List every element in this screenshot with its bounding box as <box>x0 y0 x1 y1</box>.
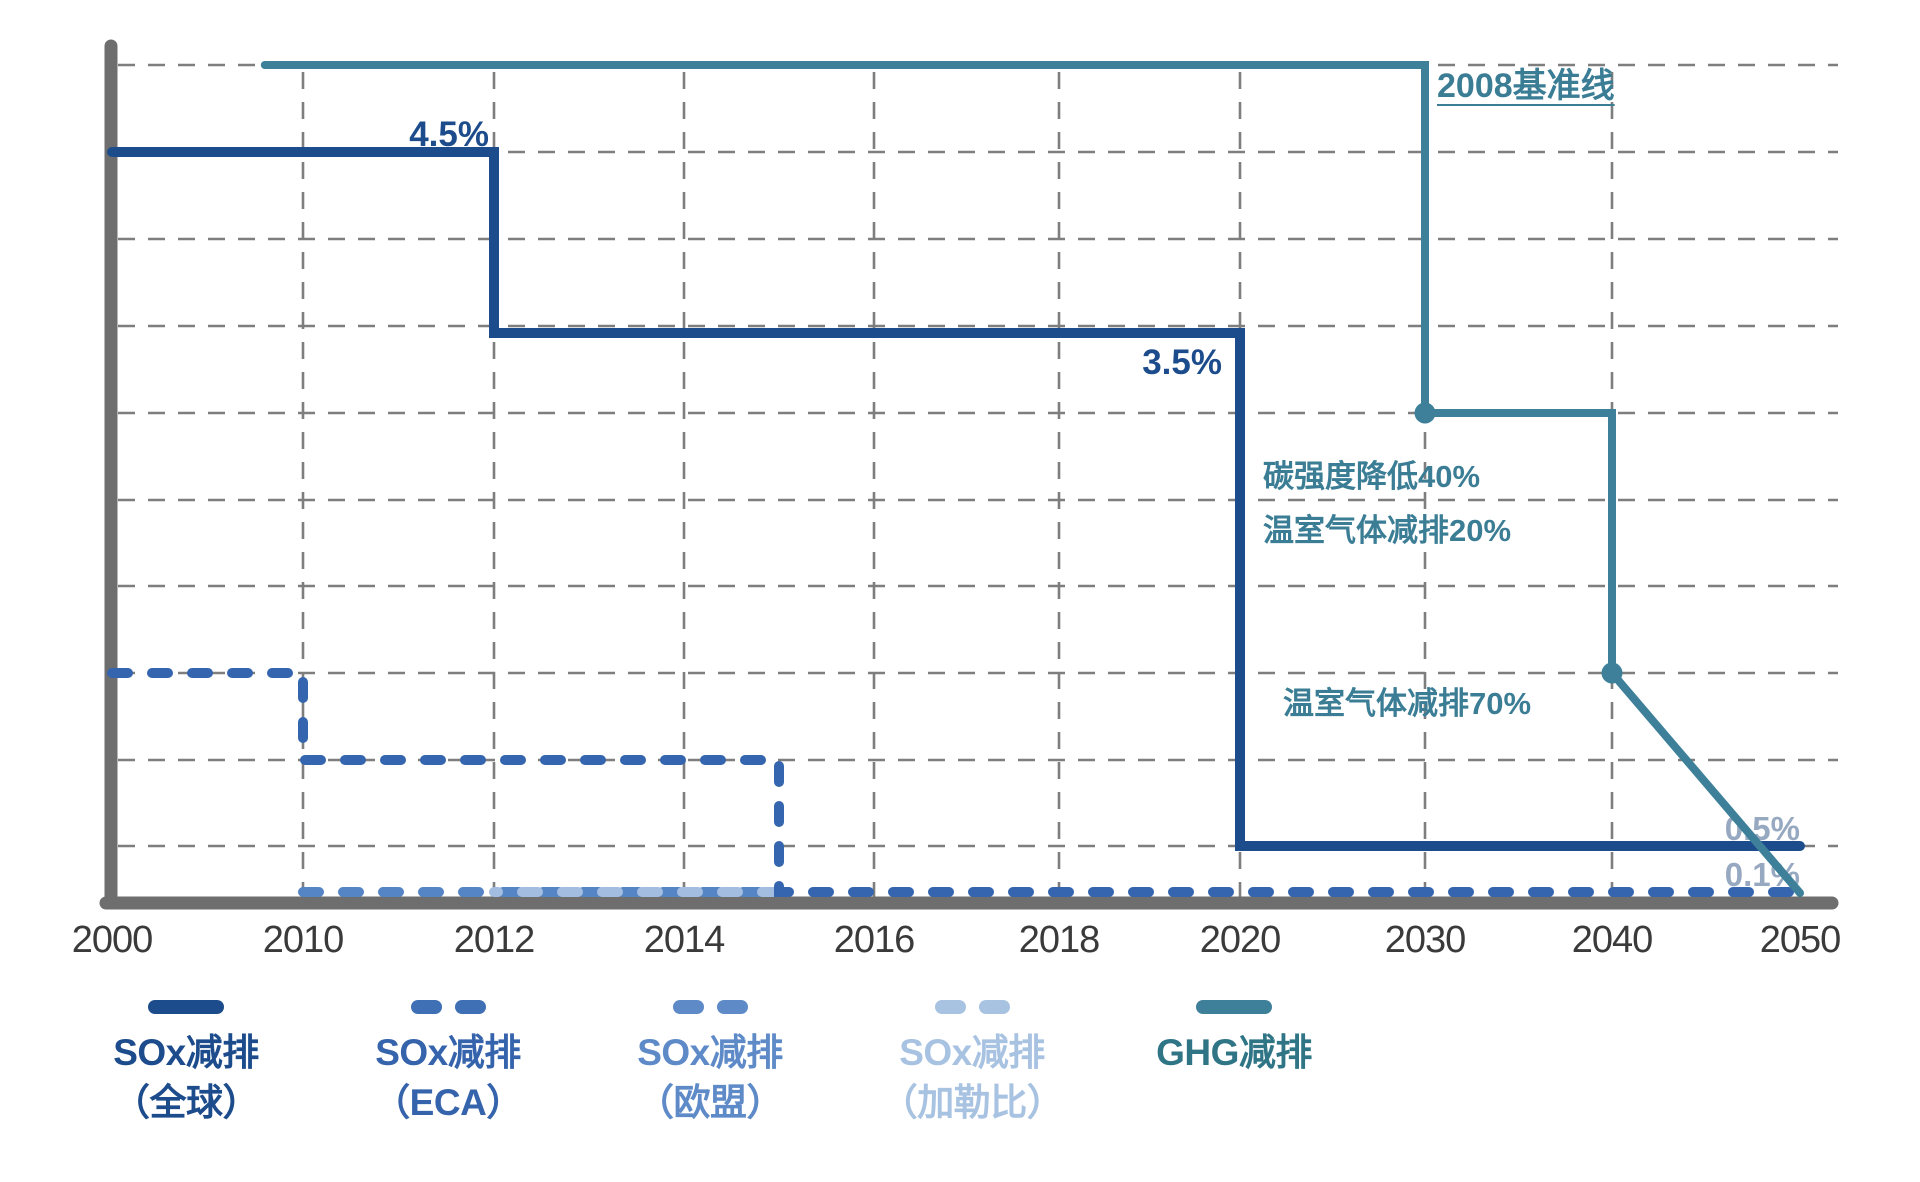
legend-line-sample <box>148 1000 224 1014</box>
legend-label: SOx减排 （ECA） <box>373 1028 523 1128</box>
series-markers <box>1414 402 1623 684</box>
legend-line-sample <box>1196 1000 1272 1014</box>
legend-swatch-solid-line-icon <box>1196 1000 1272 1014</box>
emissions-step-chart: 4.5%3.5%2008基准线碳强度降低40%温室气体减排20%温室气体减排70… <box>72 39 1842 961</box>
x-tick-label: 2012 <box>454 919 535 961</box>
annotation-label-ghg-20: 温室气体减排20% <box>1263 513 1511 548</box>
legend-swatch-dashed-line-icon <box>672 1000 748 1014</box>
marker-dot-ghg <box>1601 662 1623 684</box>
legend-swatch-solid-line-icon <box>148 1000 224 1014</box>
annotation-label-2008-baseline: 2008基准线 <box>1437 67 1615 105</box>
legend-label: SOx减排 （全球） <box>113 1028 260 1128</box>
x-tick-label: 2016 <box>834 919 915 961</box>
axes <box>99 39 1839 910</box>
legend-dash-sample <box>934 1000 966 1014</box>
legend-label-line2: （加勒比） <box>880 1081 1064 1123</box>
x-tick-label: 2000 <box>72 919 153 961</box>
x-tick-label: 2018 <box>1019 919 1100 961</box>
marker-dot-ghg <box>1414 402 1436 424</box>
legend-item-sox-caribbean: SOx减排 （加勒比） <box>866 1000 1078 1128</box>
x-axis-tick-labels: 2000 2010 2012 2014 2016 2018 2020 2030 2040 2050 <box>72 919 1842 961</box>
x-tick-label: 2020 <box>1200 919 1281 961</box>
annotation-label-carbon-intensity-40: 碳强度降低40% <box>1263 459 1480 494</box>
annotation-label-3-5: 3.5% <box>1142 343 1222 382</box>
legend-item-sox-eca: SOx减排 （ECA） <box>342 1000 554 1128</box>
legend-label-line2: （欧盟） <box>637 1081 784 1123</box>
legend-dash-sample <box>978 1000 1010 1014</box>
chart-annotations: 4.5%3.5%2008基准线碳强度降低40%温室气体减排20%温室气体减排70… <box>409 67 1800 893</box>
series-lines <box>107 61 1805 897</box>
legend-label-line1: SOx减排 <box>113 1032 259 1073</box>
chart-legend: SOx减排 （全球） SOx减排 （ECA） SOx减排 （欧盟） SOx减排 … <box>80 1000 1340 1128</box>
x-tick-label: 2040 <box>1572 919 1653 961</box>
legend-dash-sample <box>410 1000 442 1014</box>
series-line-sox-global <box>107 147 1805 851</box>
legend-item-ghg: GHG减排 <box>1128 1000 1340 1128</box>
legend-label-line1: SOx减排 <box>375 1032 521 1073</box>
legend-dash-sample <box>454 1000 486 1014</box>
x-tick-label: 2010 <box>263 919 344 961</box>
legend-item-sox-eu: SOx减排 （欧盟） <box>604 1000 816 1128</box>
legend-item-sox-global: SOx减排 （全球） <box>80 1000 292 1128</box>
gridlines <box>118 63 1838 897</box>
legend-label-line2: （全球） <box>113 1081 260 1123</box>
legend-label: GHG减排 <box>1156 1028 1312 1078</box>
legend-label: SOx减排 （欧盟） <box>637 1028 784 1128</box>
legend-label-line1: SOx减排 <box>637 1032 783 1073</box>
legend-swatch-dashed-line-icon <box>934 1000 1010 1014</box>
x-tick-label: 2030 <box>1385 919 1466 961</box>
annotation-label-ghg-70: 温室气体减排70% <box>1283 686 1531 721</box>
series-line-ghg <box>260 61 1804 897</box>
series-line-sox-eca <box>107 668 1805 897</box>
legend-label-line1: SOx减排 <box>899 1032 1045 1073</box>
legend-label-line1: GHG减排 <box>1156 1032 1312 1073</box>
legend-swatch-dashed-line-icon <box>410 1000 486 1014</box>
legend-dash-sample <box>716 1000 748 1014</box>
legend-dash-sample <box>672 1000 704 1014</box>
x-tick-label: 2050 <box>1760 919 1841 961</box>
x-tick-label: 2014 <box>644 919 725 961</box>
legend-label: SOx减排 （加勒比） <box>881 1028 1064 1128</box>
legend-label-line2: （ECA） <box>373 1081 523 1123</box>
